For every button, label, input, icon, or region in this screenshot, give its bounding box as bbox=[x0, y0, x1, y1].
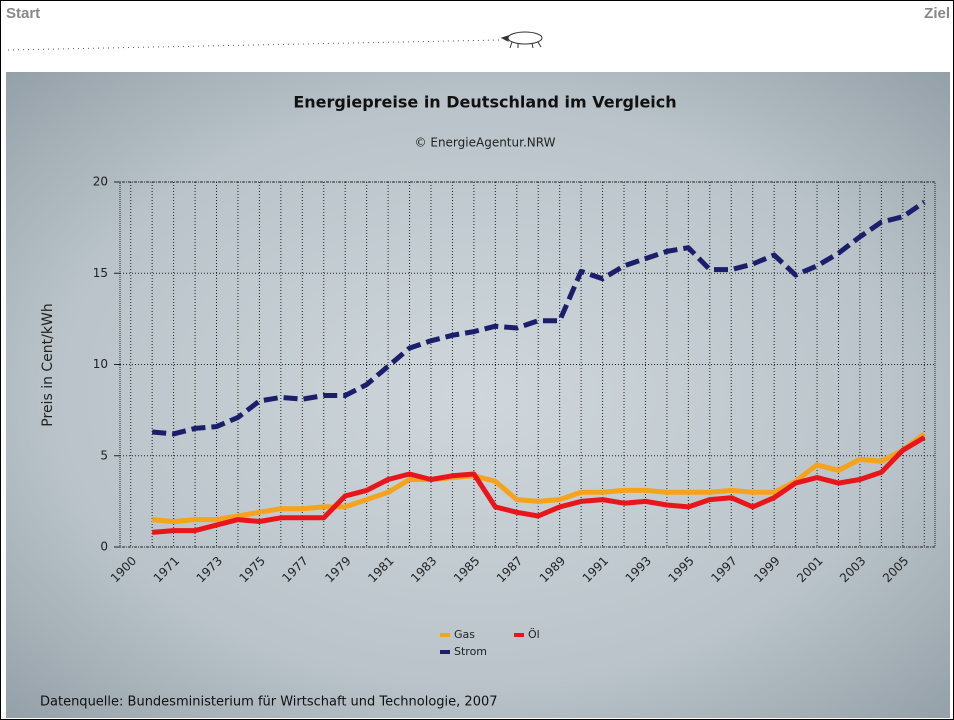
y-tick-label: 15 bbox=[93, 266, 108, 280]
y-tick-label: 20 bbox=[93, 175, 108, 189]
legend-label: Strom bbox=[454, 645, 487, 658]
progress-track bbox=[7, 39, 501, 51]
y-tick-label: 0 bbox=[100, 540, 108, 554]
chart-subtitle: © EnergieAgentur.NRW bbox=[415, 136, 556, 150]
badger-icon bbox=[500, 31, 543, 49]
legend-label: Gas bbox=[454, 628, 475, 641]
chart-title: Energiepreise in Deutschland im Vergleic… bbox=[293, 93, 676, 112]
y-tick-label: 10 bbox=[93, 357, 108, 371]
y-tick-label: 5 bbox=[100, 448, 108, 462]
source-note: Datenquelle: Bundesministerium für Wirts… bbox=[40, 695, 498, 710]
end-label: Ziel bbox=[924, 5, 950, 22]
series-line bbox=[151, 200, 926, 437]
chart-background bbox=[6, 72, 950, 718]
legend-label: Öl bbox=[528, 628, 540, 641]
start-label: Start bbox=[6, 5, 40, 22]
series-line bbox=[151, 435, 926, 535]
y-axis-label: Preis in Cent/kWh bbox=[40, 303, 56, 426]
